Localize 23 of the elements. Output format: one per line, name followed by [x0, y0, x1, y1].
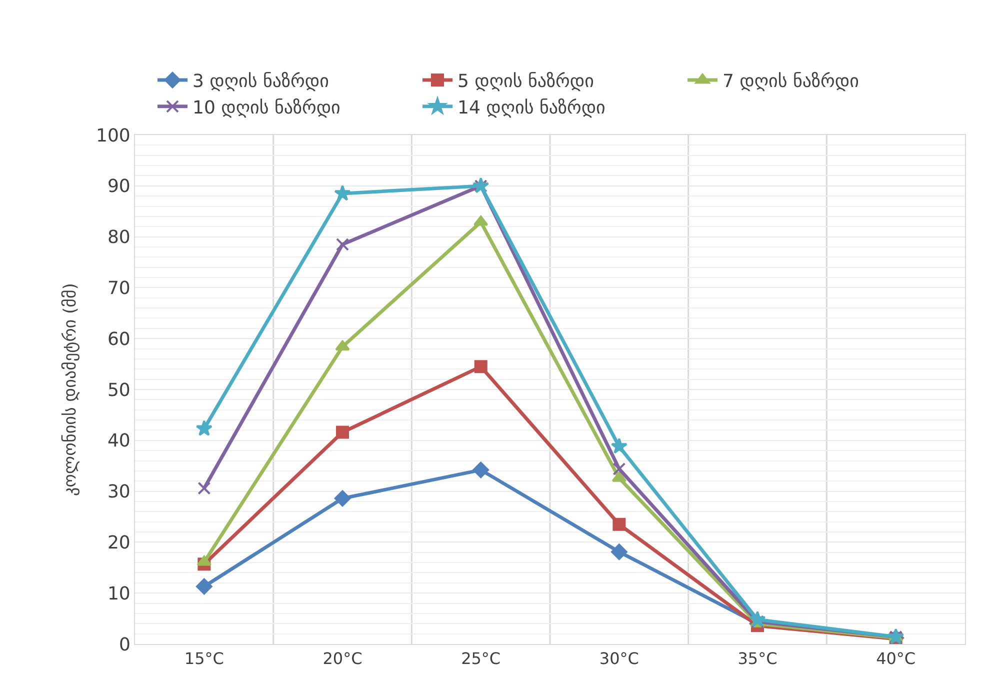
legend-label: 7 დღის ნაზრდი: [722, 71, 859, 92]
x-tick-label: 30°C: [599, 649, 639, 668]
y-tick-label: 70: [107, 278, 130, 299]
y-tick-label: 10: [107, 583, 130, 604]
y-tick-label: 80: [107, 227, 130, 248]
legend-label: 10 დღის ნაზრდი: [192, 97, 340, 118]
legend-label: 3 დღის ნაზრდი: [192, 71, 329, 92]
legend-label: 14 დღის ნაზრდი: [458, 97, 606, 118]
x-tick-label: 35°C: [738, 649, 778, 668]
y-tick-label: 90: [107, 176, 130, 198]
y-tick-label: 50: [107, 380, 130, 401]
y-tick-label: 60: [107, 328, 130, 350]
x-tick-label: 20°C: [322, 649, 362, 668]
x-tick-label: 15°C: [184, 649, 224, 668]
x-tick-label: 25°C: [461, 649, 501, 668]
y-tick-label: 100: [96, 125, 130, 146]
x-tick-label: 40°C: [876, 649, 916, 668]
legend-label: 5 დღის ნაზრდი: [458, 71, 594, 92]
y-tick-label: 0: [118, 634, 130, 656]
y-axis-title: კოლონიის დიამეტრი (მმ): [60, 283, 81, 496]
y-tick-label: 20: [107, 532, 130, 554]
y-tick-label: 40: [107, 430, 130, 452]
y-tick-label: 30: [107, 482, 130, 503]
